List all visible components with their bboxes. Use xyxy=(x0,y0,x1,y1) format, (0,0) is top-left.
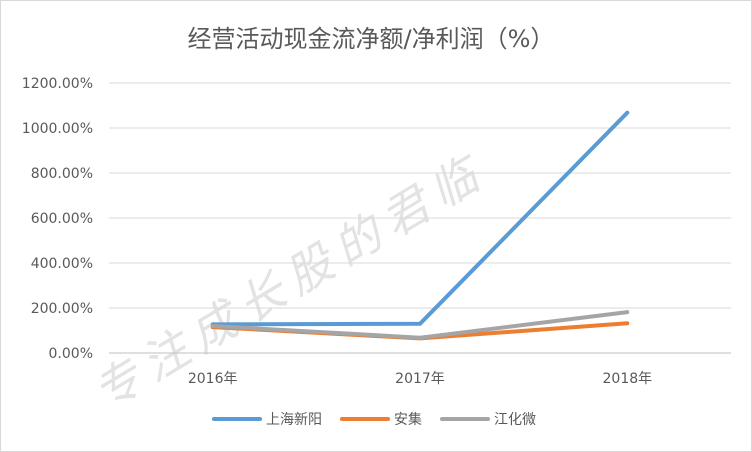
legend-label: 上海新阳 xyxy=(266,412,322,428)
gridlines xyxy=(109,82,731,354)
y-tick-label: 400.00% xyxy=(31,256,93,272)
x-tick-label: 2018年 xyxy=(603,371,653,387)
legend-label: 江化微 xyxy=(494,412,536,428)
y-tick-label: 600.00% xyxy=(31,211,93,227)
series-line-江化微 xyxy=(210,310,630,340)
x-axis-ticks: 2016年 2017年 2018年 xyxy=(188,371,652,387)
legend-item: 江化微 xyxy=(440,412,536,428)
y-tick-label: 200.00% xyxy=(31,301,93,317)
y-tick-label: 1200.00% xyxy=(22,76,93,92)
y-axis-ticks: 0.00% 200.00% 400.00% 600.00% 800.00% 1000.00… xyxy=(22,76,93,362)
y-tick-label: 1000.00% xyxy=(22,121,93,137)
legend-item: 安集 xyxy=(340,411,422,428)
series-lines xyxy=(210,110,630,341)
chart-title: 经营活动现金流净额/净利润（%） xyxy=(188,25,555,53)
series-line-上海新阳 xyxy=(210,110,630,327)
x-tick-label: 2017年 xyxy=(395,371,445,387)
y-tick-label: 800.00% xyxy=(31,166,93,182)
x-tick-label: 2016年 xyxy=(188,371,238,387)
legend: 上海新阳 安集 江化微 xyxy=(212,411,536,428)
legend-item: 上海新阳 xyxy=(212,412,322,428)
y-tick-label: 0.00% xyxy=(49,346,93,362)
legend-label: 安集 xyxy=(394,411,422,428)
